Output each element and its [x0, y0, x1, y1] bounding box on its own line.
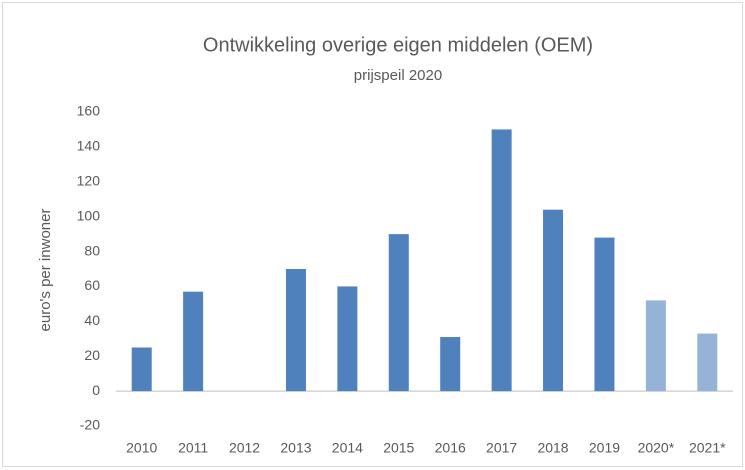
bar: [440, 337, 461, 392]
bar: [543, 209, 564, 392]
x-tick-label: 2012: [229, 440, 260, 456]
y-tick-label: 160: [77, 103, 101, 119]
x-tick-label: 2011: [178, 440, 208, 456]
x-tick-label: 2016: [435, 440, 466, 456]
bar: [491, 129, 512, 392]
y-tick-label: 100: [77, 207, 101, 223]
bar: [594, 237, 615, 392]
bar: [645, 300, 666, 392]
y-tick-label: 140: [77, 138, 101, 154]
x-tick-label: 2019: [589, 440, 620, 456]
x-tick-label: 2017: [486, 440, 517, 456]
bar: [697, 333, 718, 392]
x-tick-label: 2020*: [638, 440, 675, 456]
y-tick-label: 0: [92, 382, 100, 398]
x-tick-label: 2014: [332, 440, 363, 456]
bar: [131, 347, 152, 392]
y-tick-label: 80: [84, 242, 100, 258]
chart-title: Ontwikkeling overige eigen middelen (OEM…: [203, 34, 593, 56]
x-tick-label: 2015: [383, 440, 414, 456]
x-tick-label: 2010: [126, 440, 157, 456]
bar: [337, 286, 358, 392]
chart-subtitle: prijspeil 2020: [354, 67, 442, 84]
bar: [183, 291, 204, 392]
x-tick-label: 2021*: [689, 440, 726, 456]
bar: [285, 269, 306, 392]
x-tick-label: 2018: [537, 440, 568, 456]
y-tick-label: 120: [77, 172, 101, 188]
y-tick-label: 60: [84, 277, 100, 293]
y-tick-label: -20: [80, 417, 100, 433]
y-axis-label: euro's per inwoner: [37, 209, 54, 332]
bar: [388, 234, 409, 392]
y-tick-label: 20: [84, 347, 100, 363]
y-tick-label: 40: [84, 312, 100, 328]
x-tick-label: 2013: [280, 440, 311, 456]
